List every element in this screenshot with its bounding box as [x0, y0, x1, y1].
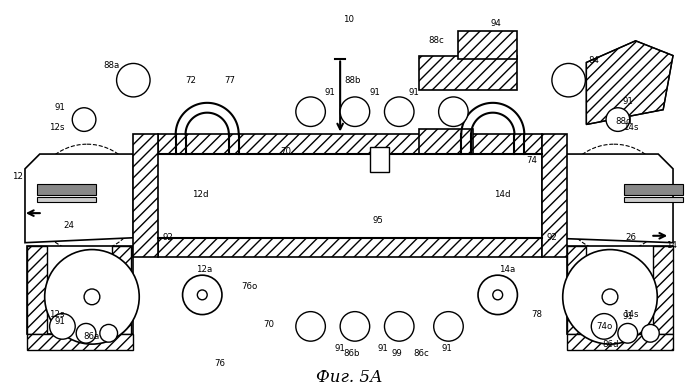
Text: 88a: 88a [103, 61, 120, 70]
Text: 91: 91 [335, 343, 345, 352]
Circle shape [439, 97, 468, 126]
Text: 99: 99 [392, 349, 403, 359]
Text: 91: 91 [377, 343, 388, 352]
Circle shape [591, 314, 617, 339]
Text: 78: 78 [532, 310, 542, 319]
Circle shape [197, 290, 207, 300]
Circle shape [50, 314, 75, 339]
Bar [158, 154, 542, 238]
Text: 14d: 14d [494, 190, 511, 199]
Text: 12a: 12a [196, 265, 212, 274]
Bar [542, 134, 567, 258]
Text: 70: 70 [264, 320, 275, 329]
Text: 86b: 86b [344, 349, 360, 359]
Bar [654, 245, 673, 334]
Circle shape [642, 324, 659, 342]
Text: 88c: 88c [428, 36, 445, 45]
Circle shape [340, 312, 370, 341]
Text: 12s: 12s [49, 123, 64, 132]
Text: 12: 12 [12, 172, 22, 181]
Text: 92: 92 [162, 233, 173, 242]
Text: 91: 91 [622, 97, 633, 106]
Text: 70: 70 [280, 147, 291, 156]
Circle shape [117, 63, 150, 97]
Text: 92: 92 [547, 233, 557, 242]
Text: 14a: 14a [500, 265, 516, 274]
Bar [158, 134, 542, 154]
Text: 86c: 86c [413, 349, 428, 359]
Text: 91: 91 [409, 88, 419, 98]
Text: 91: 91 [369, 88, 380, 98]
Circle shape [493, 290, 503, 300]
Text: 86d: 86d [603, 340, 619, 349]
Circle shape [478, 275, 517, 315]
Circle shape [45, 250, 139, 344]
Bar [134, 134, 158, 258]
Text: Фиг. 5А: Фиг. 5А [316, 369, 382, 386]
Bar [37, 184, 96, 195]
Text: 74o: 74o [596, 322, 612, 331]
Circle shape [296, 312, 325, 341]
Text: 14s: 14s [623, 310, 638, 319]
Bar [624, 197, 683, 202]
Bar [419, 56, 517, 90]
Text: 12s: 12s [49, 310, 64, 319]
Bar [567, 245, 673, 334]
Text: 86a: 86a [84, 332, 100, 341]
Bar [567, 245, 586, 334]
Circle shape [100, 324, 117, 342]
Circle shape [433, 312, 463, 341]
Circle shape [182, 275, 222, 315]
Polygon shape [542, 154, 673, 243]
Text: 24: 24 [64, 221, 75, 230]
Bar [624, 184, 683, 195]
Text: 74: 74 [526, 156, 538, 165]
Circle shape [84, 289, 100, 305]
Circle shape [563, 250, 657, 344]
Polygon shape [586, 41, 673, 124]
Circle shape [340, 97, 370, 126]
Text: 26: 26 [625, 233, 636, 242]
Text: 76: 76 [215, 359, 226, 368]
Text: 12d: 12d [192, 190, 208, 199]
Bar [27, 245, 47, 334]
Circle shape [618, 323, 637, 343]
Text: 14: 14 [665, 241, 677, 250]
Circle shape [602, 289, 618, 305]
Circle shape [296, 97, 325, 126]
Bar [158, 238, 542, 258]
Text: 88b: 88b [345, 76, 361, 85]
Bar [459, 31, 517, 58]
Text: 88d: 88d [616, 117, 632, 126]
Bar [419, 130, 473, 154]
Circle shape [384, 97, 414, 126]
Text: 76o: 76o [241, 282, 258, 291]
Bar [27, 334, 134, 350]
Text: 91: 91 [622, 312, 633, 321]
Text: 14s: 14s [623, 123, 638, 132]
Bar [27, 245, 134, 334]
Bar [37, 197, 96, 202]
Circle shape [76, 323, 96, 343]
Text: 94: 94 [490, 19, 501, 28]
Circle shape [606, 108, 630, 131]
Text: 91: 91 [325, 88, 336, 98]
Text: 95: 95 [372, 216, 383, 224]
Text: 77: 77 [224, 76, 236, 85]
Circle shape [552, 63, 585, 97]
Bar [370, 147, 389, 172]
Text: 91: 91 [441, 343, 452, 352]
Text: 10: 10 [343, 15, 354, 24]
Text: 91: 91 [54, 317, 65, 326]
Polygon shape [25, 154, 134, 243]
Text: 72: 72 [185, 76, 196, 85]
Text: 91: 91 [54, 103, 65, 112]
Bar [567, 334, 673, 350]
Text: 84: 84 [589, 56, 600, 65]
Circle shape [384, 312, 414, 341]
Bar [112, 245, 131, 334]
Circle shape [72, 108, 96, 131]
